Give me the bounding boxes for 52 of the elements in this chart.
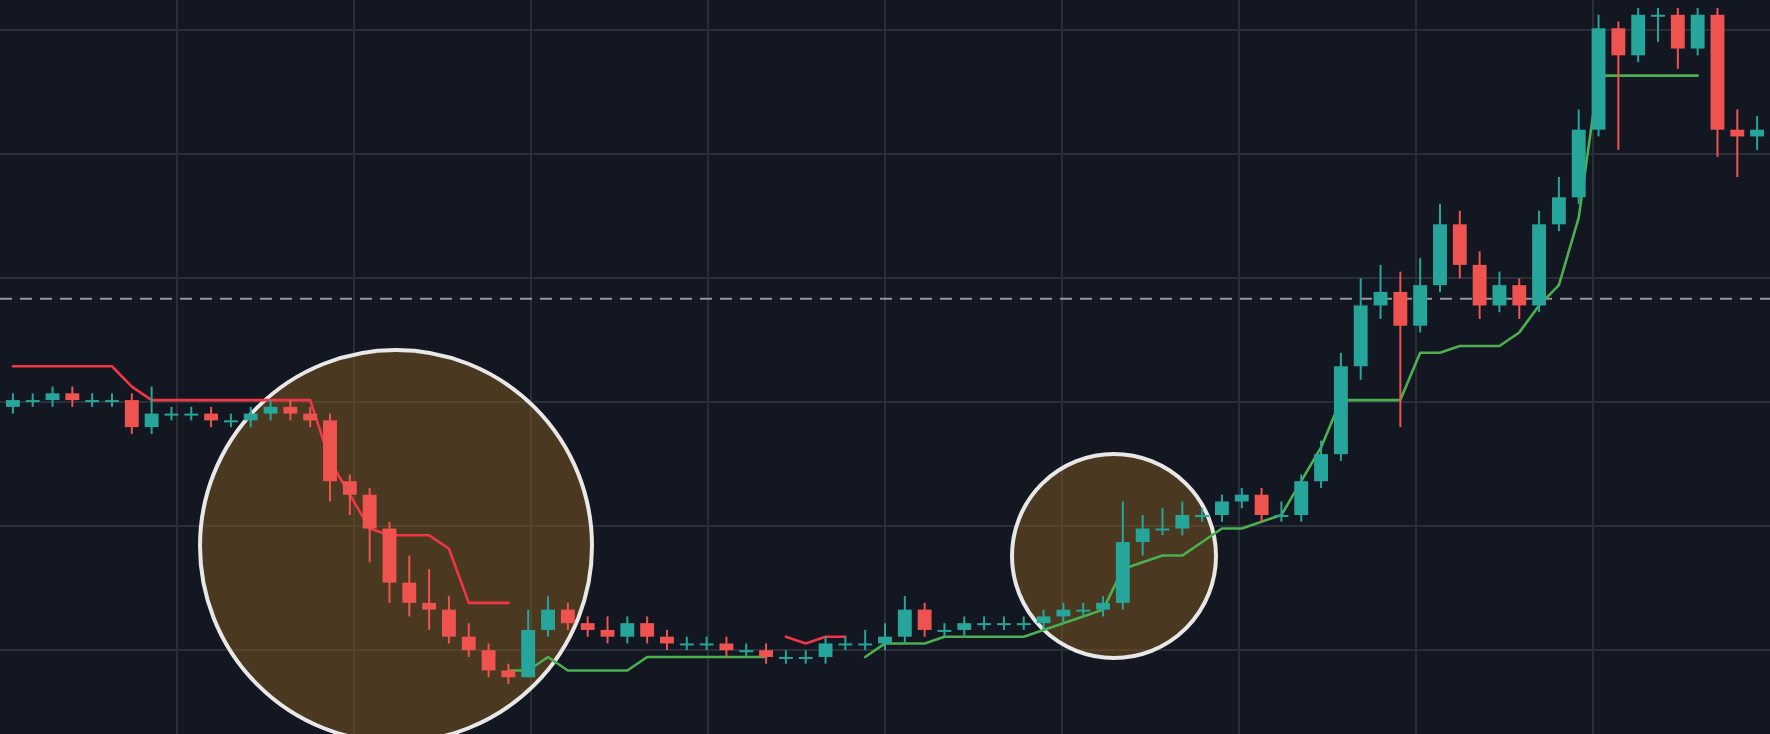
candlestick bbox=[342, 473, 357, 516]
candlestick bbox=[45, 385, 60, 408]
candlestick bbox=[501, 662, 516, 685]
candlestick bbox=[1155, 507, 1170, 537]
candlestick bbox=[1472, 250, 1487, 320]
candlestick bbox=[560, 601, 575, 631]
candlestick bbox=[858, 628, 873, 652]
candlestick bbox=[1492, 270, 1507, 314]
candlestick bbox=[1393, 270, 1408, 429]
candlestick bbox=[144, 385, 159, 435]
candlestick bbox=[1551, 176, 1566, 233]
candlestick bbox=[263, 399, 278, 422]
candlestick bbox=[580, 615, 595, 638]
candlestick bbox=[620, 615, 635, 645]
candlestick bbox=[1631, 7, 1646, 64]
candlestick bbox=[759, 642, 774, 665]
candlestick bbox=[521, 608, 536, 679]
candlestick bbox=[1651, 7, 1665, 43]
candlestick bbox=[917, 601, 932, 638]
candlestick bbox=[897, 595, 912, 645]
candlestick bbox=[283, 399, 298, 422]
candlestick bbox=[124, 392, 139, 435]
candlestick bbox=[1096, 595, 1110, 618]
candlestick bbox=[402, 554, 417, 618]
candlestick bbox=[461, 622, 476, 658]
candlestick bbox=[1670, 7, 1685, 70]
candlestick bbox=[1135, 514, 1150, 557]
candlestick bbox=[1036, 608, 1051, 631]
candlestick bbox=[442, 595, 456, 645]
candlestick bbox=[65, 385, 80, 408]
candlestick bbox=[1452, 209, 1467, 280]
candlestick bbox=[5, 392, 20, 415]
candlestick bbox=[600, 615, 615, 645]
candlestick bbox=[1413, 257, 1428, 334]
candlestick bbox=[541, 595, 555, 638]
candlestick bbox=[1175, 500, 1190, 537]
candlestick bbox=[1611, 20, 1626, 151]
candlestick bbox=[957, 615, 972, 638]
candlestick bbox=[362, 486, 377, 564]
candlestick bbox=[422, 568, 437, 631]
candlestick bbox=[1254, 486, 1269, 523]
candlestick bbox=[1373, 263, 1388, 320]
candlestick bbox=[481, 642, 496, 679]
candlestick bbox=[818, 635, 833, 665]
candlestick bbox=[1512, 277, 1527, 320]
candlestick bbox=[1314, 439, 1328, 489]
candlestick bbox=[1215, 493, 1229, 523]
candlestick bbox=[1294, 473, 1309, 523]
candlestick bbox=[640, 615, 655, 645]
candlestick bbox=[1690, 7, 1705, 57]
candlestick bbox=[719, 635, 734, 658]
candlestick bbox=[1274, 500, 1289, 523]
